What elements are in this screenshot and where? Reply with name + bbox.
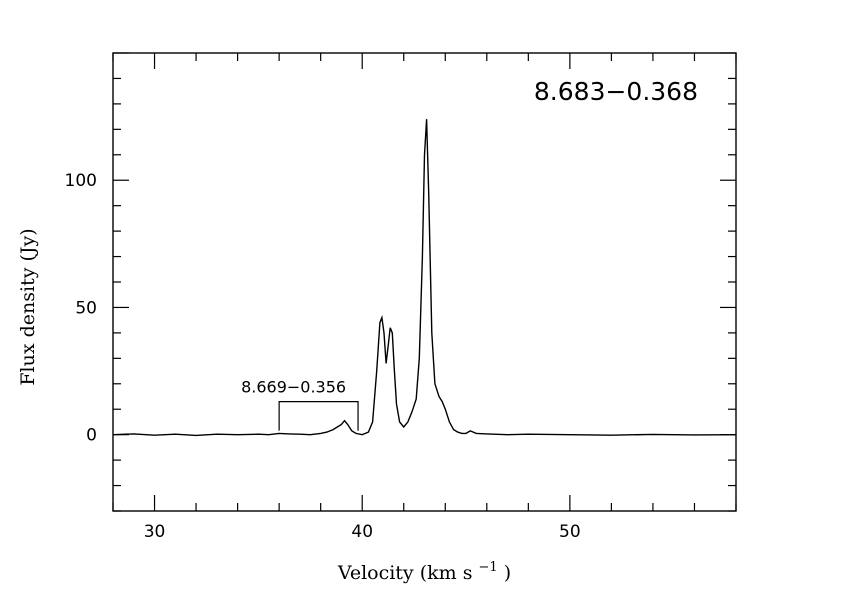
x-axis-title: Velocity (km s −1 ) xyxy=(337,554,511,584)
x-axis-title-close: ) xyxy=(504,562,511,584)
x-tick-label: 40 xyxy=(351,522,373,542)
y-axis-title: Flux density (Jy) xyxy=(17,228,39,385)
tick-marks xyxy=(112,52,737,512)
tick-labels: 30 40 50 0 50 100 xyxy=(65,171,581,542)
plot-frame xyxy=(112,52,737,512)
x-axis-title-superscript: −1 xyxy=(479,560,498,575)
y-tick-label: 50 xyxy=(75,298,97,318)
spectrum-line xyxy=(112,119,737,437)
x-tick-label: 30 xyxy=(144,522,166,542)
y-tick-label: 100 xyxy=(65,171,97,191)
annotation-bracket xyxy=(278,400,359,431)
x-tick-label: 50 xyxy=(559,522,581,542)
annotation-group: 8.669−0.356 xyxy=(241,378,359,431)
annotation-label: 8.669−0.356 xyxy=(241,378,346,397)
y-tick-label: 0 xyxy=(86,426,97,446)
x-axis-title-main: Velocity (km s xyxy=(337,562,473,584)
chart-title: 8.683−0.368 xyxy=(534,77,698,106)
